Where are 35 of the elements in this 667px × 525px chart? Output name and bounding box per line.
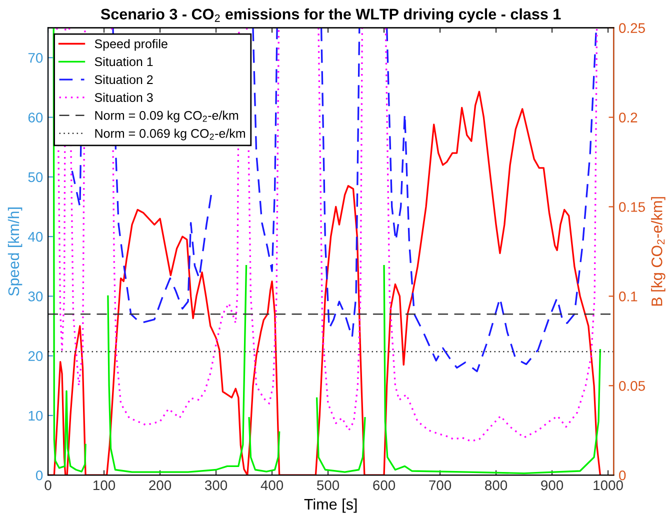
- x-tick-label: 500: [317, 480, 340, 490]
- y-tick-label: 0: [36, 470, 43, 480]
- y2-tick-label: 0.05: [619, 381, 645, 391]
- x-tick-label: 1000: [594, 480, 623, 490]
- x-tick-label: 600: [373, 480, 396, 490]
- y2-tick-label: 0.25: [619, 23, 645, 33]
- y-axis-title: Speed [km/h]: [8, 208, 22, 296]
- series-label: Situation 3: [94, 92, 153, 102]
- y2-axis-title: B [kg CO$_{2}$-e/km]: [651, 197, 666, 306]
- y-tick-label: 70: [28, 52, 43, 63]
- y2-tick-label: 0: [619, 470, 626, 480]
- legend-label: Situation 1: [94, 56, 153, 66]
- y-tick-label: 60: [28, 112, 43, 122]
- y2-tick-label: 0.15: [619, 202, 645, 212]
- y-tick-label: 20: [28, 351, 43, 362]
- x-tick-label: 200: [149, 480, 172, 490]
- x-tick-label: 300: [204, 480, 228, 490]
- legend-label: Speed profile: [94, 39, 168, 51]
- x-axis-title: Time [s]: [304, 498, 357, 513]
- x-tick-label: 700: [429, 480, 452, 490]
- y-tick-label: 10: [28, 410, 43, 421]
- x-tick-label: 100: [94, 480, 116, 490]
- x-tick-label: 400: [260, 480, 284, 490]
- y2-tick-label: 0.1: [619, 292, 638, 302]
- y-tick-label: 50: [28, 172, 43, 182]
- y-tick-label: 40: [28, 232, 43, 242]
- chart-title: Scenario 3 - CO$_{2}$ emissions for the WLTP driving cycle - class 1: [100, 8, 561, 23]
- legend-label: Norm = 0.09 kg CO$_{2}$-e/km: [95, 110, 238, 122]
- legend-label: Norm = 0.069 kg CO$_{2}$-e/km: [95, 128, 245, 140]
- y-tick-label: 30: [28, 292, 43, 302]
- x-tick-label: 0: [44, 480, 52, 490]
- x-tick-label: 900: [541, 480, 564, 490]
- legend-label: Situation 2: [94, 74, 153, 84]
- y2-tick-label: 0.2: [619, 112, 638, 122]
- x-tick-label: 800: [485, 480, 508, 490]
